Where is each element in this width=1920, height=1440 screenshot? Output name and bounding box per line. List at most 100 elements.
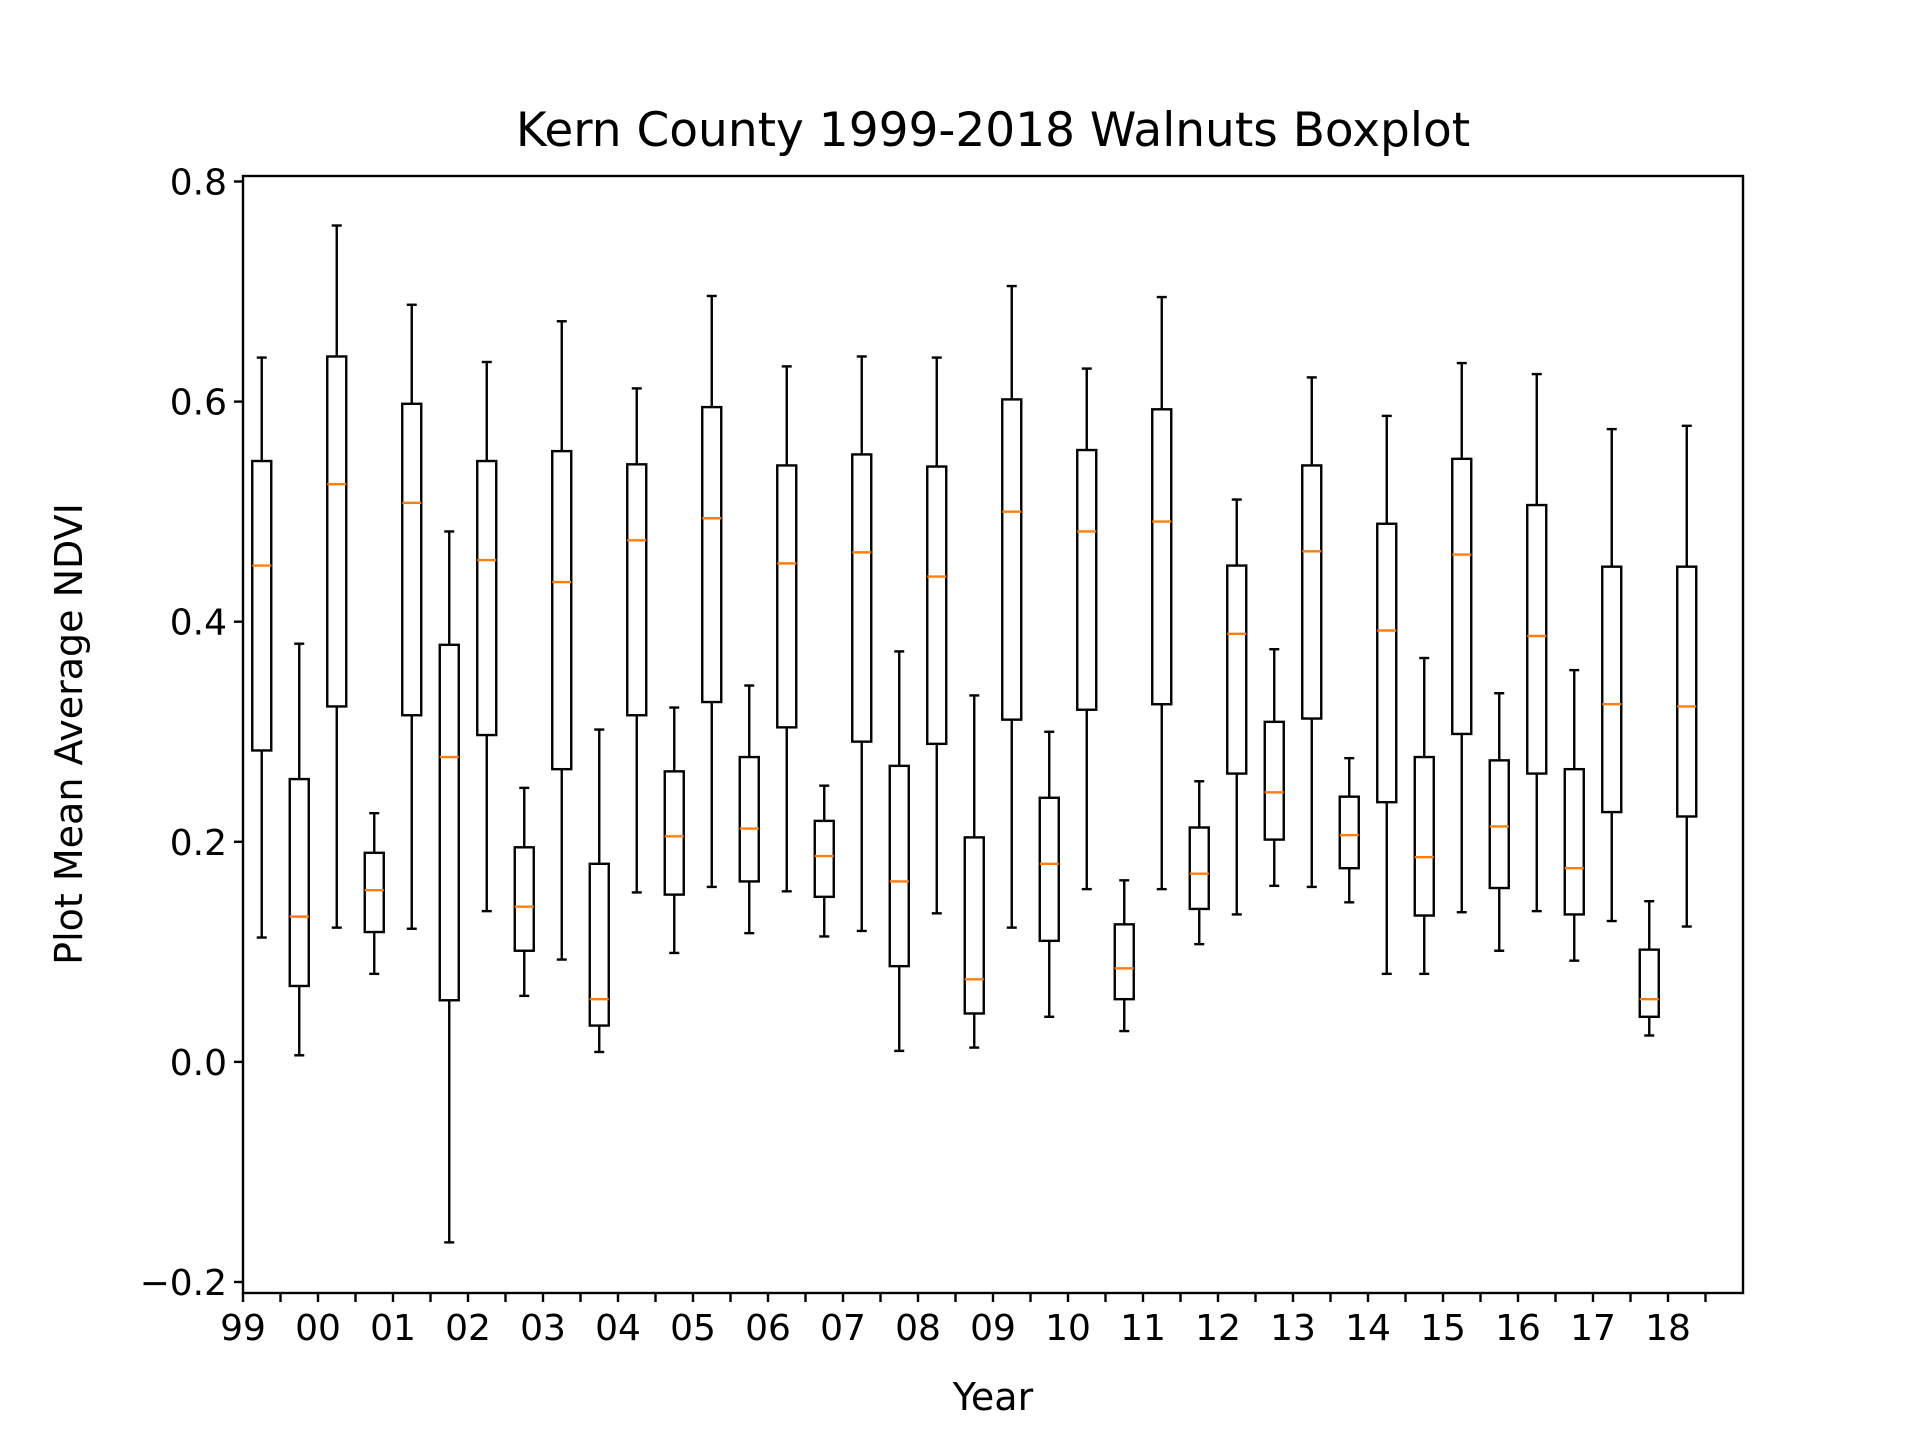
box-body [1113, 923, 1135, 1001]
box-body [926, 465, 948, 746]
box-group-17 [851, 355, 873, 933]
x-tick-label: 16 [1495, 1308, 1541, 1349]
y-axis: −0.2 0.0 0.2 0.4 0.6 0.8 [140, 163, 243, 1304]
box-group-5 [401, 303, 423, 930]
y-tick-label: 0.6 [170, 383, 227, 424]
x-tick-label: 02 [445, 1308, 491, 1349]
box-group-10 [588, 728, 610, 1054]
box-body [1263, 720, 1285, 841]
x-tick-label: 12 [1195, 1308, 1241, 1349]
box-group-37 [1601, 427, 1623, 923]
box-body [1151, 408, 1173, 706]
box-group-35 [1526, 372, 1548, 913]
box-group-22 [1038, 730, 1060, 1018]
y-tick-label: 0.2 [170, 823, 227, 864]
box-body [1488, 759, 1510, 890]
box-body [851, 453, 873, 743]
box-body [813, 819, 835, 899]
box-body [776, 464, 798, 729]
box-group-15 [776, 365, 798, 893]
box-group-38 [1638, 900, 1660, 1037]
box-group-9 [551, 320, 573, 961]
box-group-14 [738, 684, 760, 935]
box-group-36 [1563, 668, 1585, 962]
y-tick-label: 0.8 [170, 163, 227, 204]
box-group-25 [1151, 295, 1173, 891]
x-tick-label: 17 [1570, 1308, 1616, 1349]
box-body [1001, 398, 1023, 721]
x-tick-label: 08 [895, 1308, 941, 1349]
box-body [438, 643, 460, 1002]
box-body [1188, 826, 1210, 911]
x-tick-label: 06 [745, 1308, 791, 1349]
box-body [1563, 767, 1585, 916]
x-tick-label: 09 [970, 1308, 1016, 1349]
box-body [1076, 448, 1098, 711]
box-group-13 [701, 294, 723, 889]
x-tick-label: 05 [670, 1308, 716, 1349]
x-tick-label: 00 [295, 1308, 341, 1349]
box-group-39 [1676, 424, 1698, 928]
x-axis: 99 00 01 02 03 04 05 06 07 08 09 10 11 12 13 14 15 16 17 18 [220, 1293, 1707, 1349]
box-group-21 [1001, 284, 1023, 929]
box-body [1638, 948, 1660, 1018]
box-body [1451, 457, 1473, 736]
x-tick-label: 14 [1345, 1308, 1391, 1349]
x-tick-label: 07 [820, 1308, 866, 1349]
box-group-26 [1188, 780, 1210, 946]
box-group-6 [438, 530, 460, 1244]
y-tick-label: 0.0 [170, 1043, 227, 1084]
box-body [626, 463, 648, 717]
x-tick-label: 15 [1420, 1308, 1466, 1349]
x-tick-label: 03 [520, 1308, 566, 1349]
chart-title: Kern County 1999-2018 Walnuts Boxplot [516, 103, 1470, 158]
box-body [251, 459, 273, 752]
box-group-8 [513, 786, 535, 998]
box-body [1376, 522, 1398, 804]
box-group-12 [663, 706, 685, 955]
box-body [401, 402, 423, 717]
x-tick-label: 18 [1645, 1308, 1691, 1349]
box-group-24 [1113, 879, 1135, 1033]
x-tick-label: 13 [1270, 1308, 1316, 1349]
box-body [1038, 796, 1060, 943]
x-tick-label: 11 [1120, 1308, 1166, 1349]
y-axis-label: Plot Mean Average NDVI [47, 503, 91, 965]
box-body [701, 405, 723, 704]
x-tick-label: 10 [1045, 1308, 1091, 1349]
box-group-2 [288, 642, 310, 1057]
box-body [1601, 565, 1623, 814]
box-group-29 [1301, 376, 1323, 889]
box-group-28 [1263, 648, 1285, 888]
box-group-4 [363, 811, 385, 976]
y-tick-label: −0.2 [140, 1263, 227, 1304]
box-group-31 [1376, 414, 1398, 976]
box-body [663, 770, 685, 896]
box-body [738, 755, 760, 883]
box-body [1526, 503, 1548, 775]
box-body [588, 862, 610, 1027]
box-group-33 [1451, 361, 1473, 914]
box-body [1301, 464, 1323, 720]
box-group-34 [1488, 692, 1510, 952]
box-body [551, 449, 573, 771]
box-group-23 [1076, 367, 1098, 891]
box-group-7 [476, 360, 498, 913]
x-tick-label: 04 [595, 1308, 641, 1349]
x-tick-label: 01 [370, 1308, 416, 1349]
box-group-30 [1338, 756, 1360, 904]
box-group-1 [251, 356, 273, 939]
box-body [513, 846, 535, 952]
box-group-27 [1226, 498, 1248, 916]
x-tick-label: 99 [220, 1308, 266, 1349]
x-axis-label: Year [952, 1375, 1034, 1419]
box-body [963, 836, 985, 1015]
box-body [1413, 755, 1435, 917]
boxes-layer [251, 224, 1698, 1244]
box-group-18 [888, 650, 910, 1053]
box-body [1338, 795, 1360, 870]
box-body [363, 851, 385, 934]
box-body [888, 764, 910, 968]
